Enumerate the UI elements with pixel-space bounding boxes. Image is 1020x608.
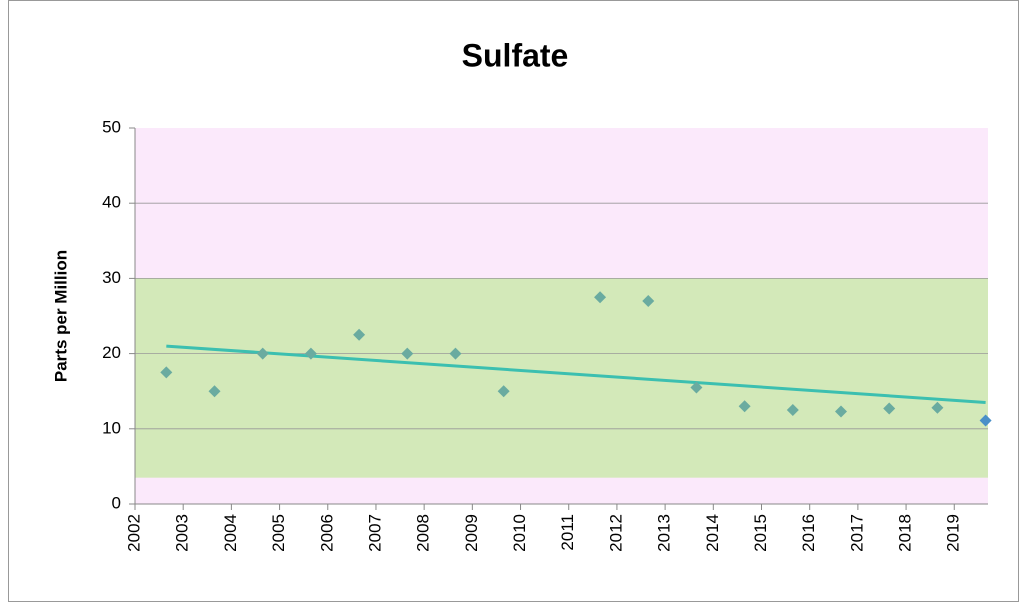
data-point xyxy=(353,328,366,341)
x-tick-label: 2019 xyxy=(944,514,963,552)
x-tick-label: 2006 xyxy=(317,514,336,552)
y-tick-label: 40 xyxy=(102,193,121,212)
chart-title: Sulfate xyxy=(462,37,569,73)
data-point xyxy=(690,381,703,394)
y-tick-label: 10 xyxy=(102,418,121,437)
y-tick-label: 50 xyxy=(102,117,121,136)
data-point xyxy=(642,294,655,307)
x-tick-label: 2002 xyxy=(124,514,143,552)
y-axis-label: Parts per Million xyxy=(51,250,70,382)
data-point xyxy=(979,414,992,427)
data-point xyxy=(401,347,414,360)
x-tick-label: 2013 xyxy=(655,514,674,552)
data-point xyxy=(883,402,896,415)
data-point xyxy=(738,400,751,413)
x-tick-label: 2010 xyxy=(510,514,529,552)
x-tick-label: 2007 xyxy=(365,514,384,552)
data-point xyxy=(256,347,269,360)
x-tick-label: 2011 xyxy=(558,514,577,551)
x-tick-label: 2018 xyxy=(896,514,915,552)
x-tick-label: 2015 xyxy=(751,514,770,552)
x-tick-label: 2016 xyxy=(799,514,818,552)
x-tick-label: 2003 xyxy=(173,514,192,552)
x-tick-label: 2008 xyxy=(414,514,433,552)
y-tick-label: 0 xyxy=(112,493,121,512)
x-tick-label: 2009 xyxy=(462,514,481,552)
y-tick-label: 30 xyxy=(102,268,121,287)
x-tick-label: 2014 xyxy=(703,514,722,552)
trendline xyxy=(166,344,986,404)
data-point xyxy=(786,404,799,416)
x-tick-label: 2017 xyxy=(847,514,866,552)
band xyxy=(135,278,988,478)
y-tick-label: 20 xyxy=(102,343,121,362)
data-point xyxy=(449,347,462,360)
x-tick-label: 2012 xyxy=(606,514,625,552)
data-point xyxy=(594,291,607,304)
data-point xyxy=(160,366,173,379)
data-point xyxy=(208,385,221,398)
data-point xyxy=(497,385,510,398)
x-tick-label: 2005 xyxy=(269,514,288,552)
data-point xyxy=(931,401,944,414)
data-point xyxy=(835,405,848,418)
data-point xyxy=(304,347,317,360)
x-tick-label: 2004 xyxy=(221,514,240,552)
